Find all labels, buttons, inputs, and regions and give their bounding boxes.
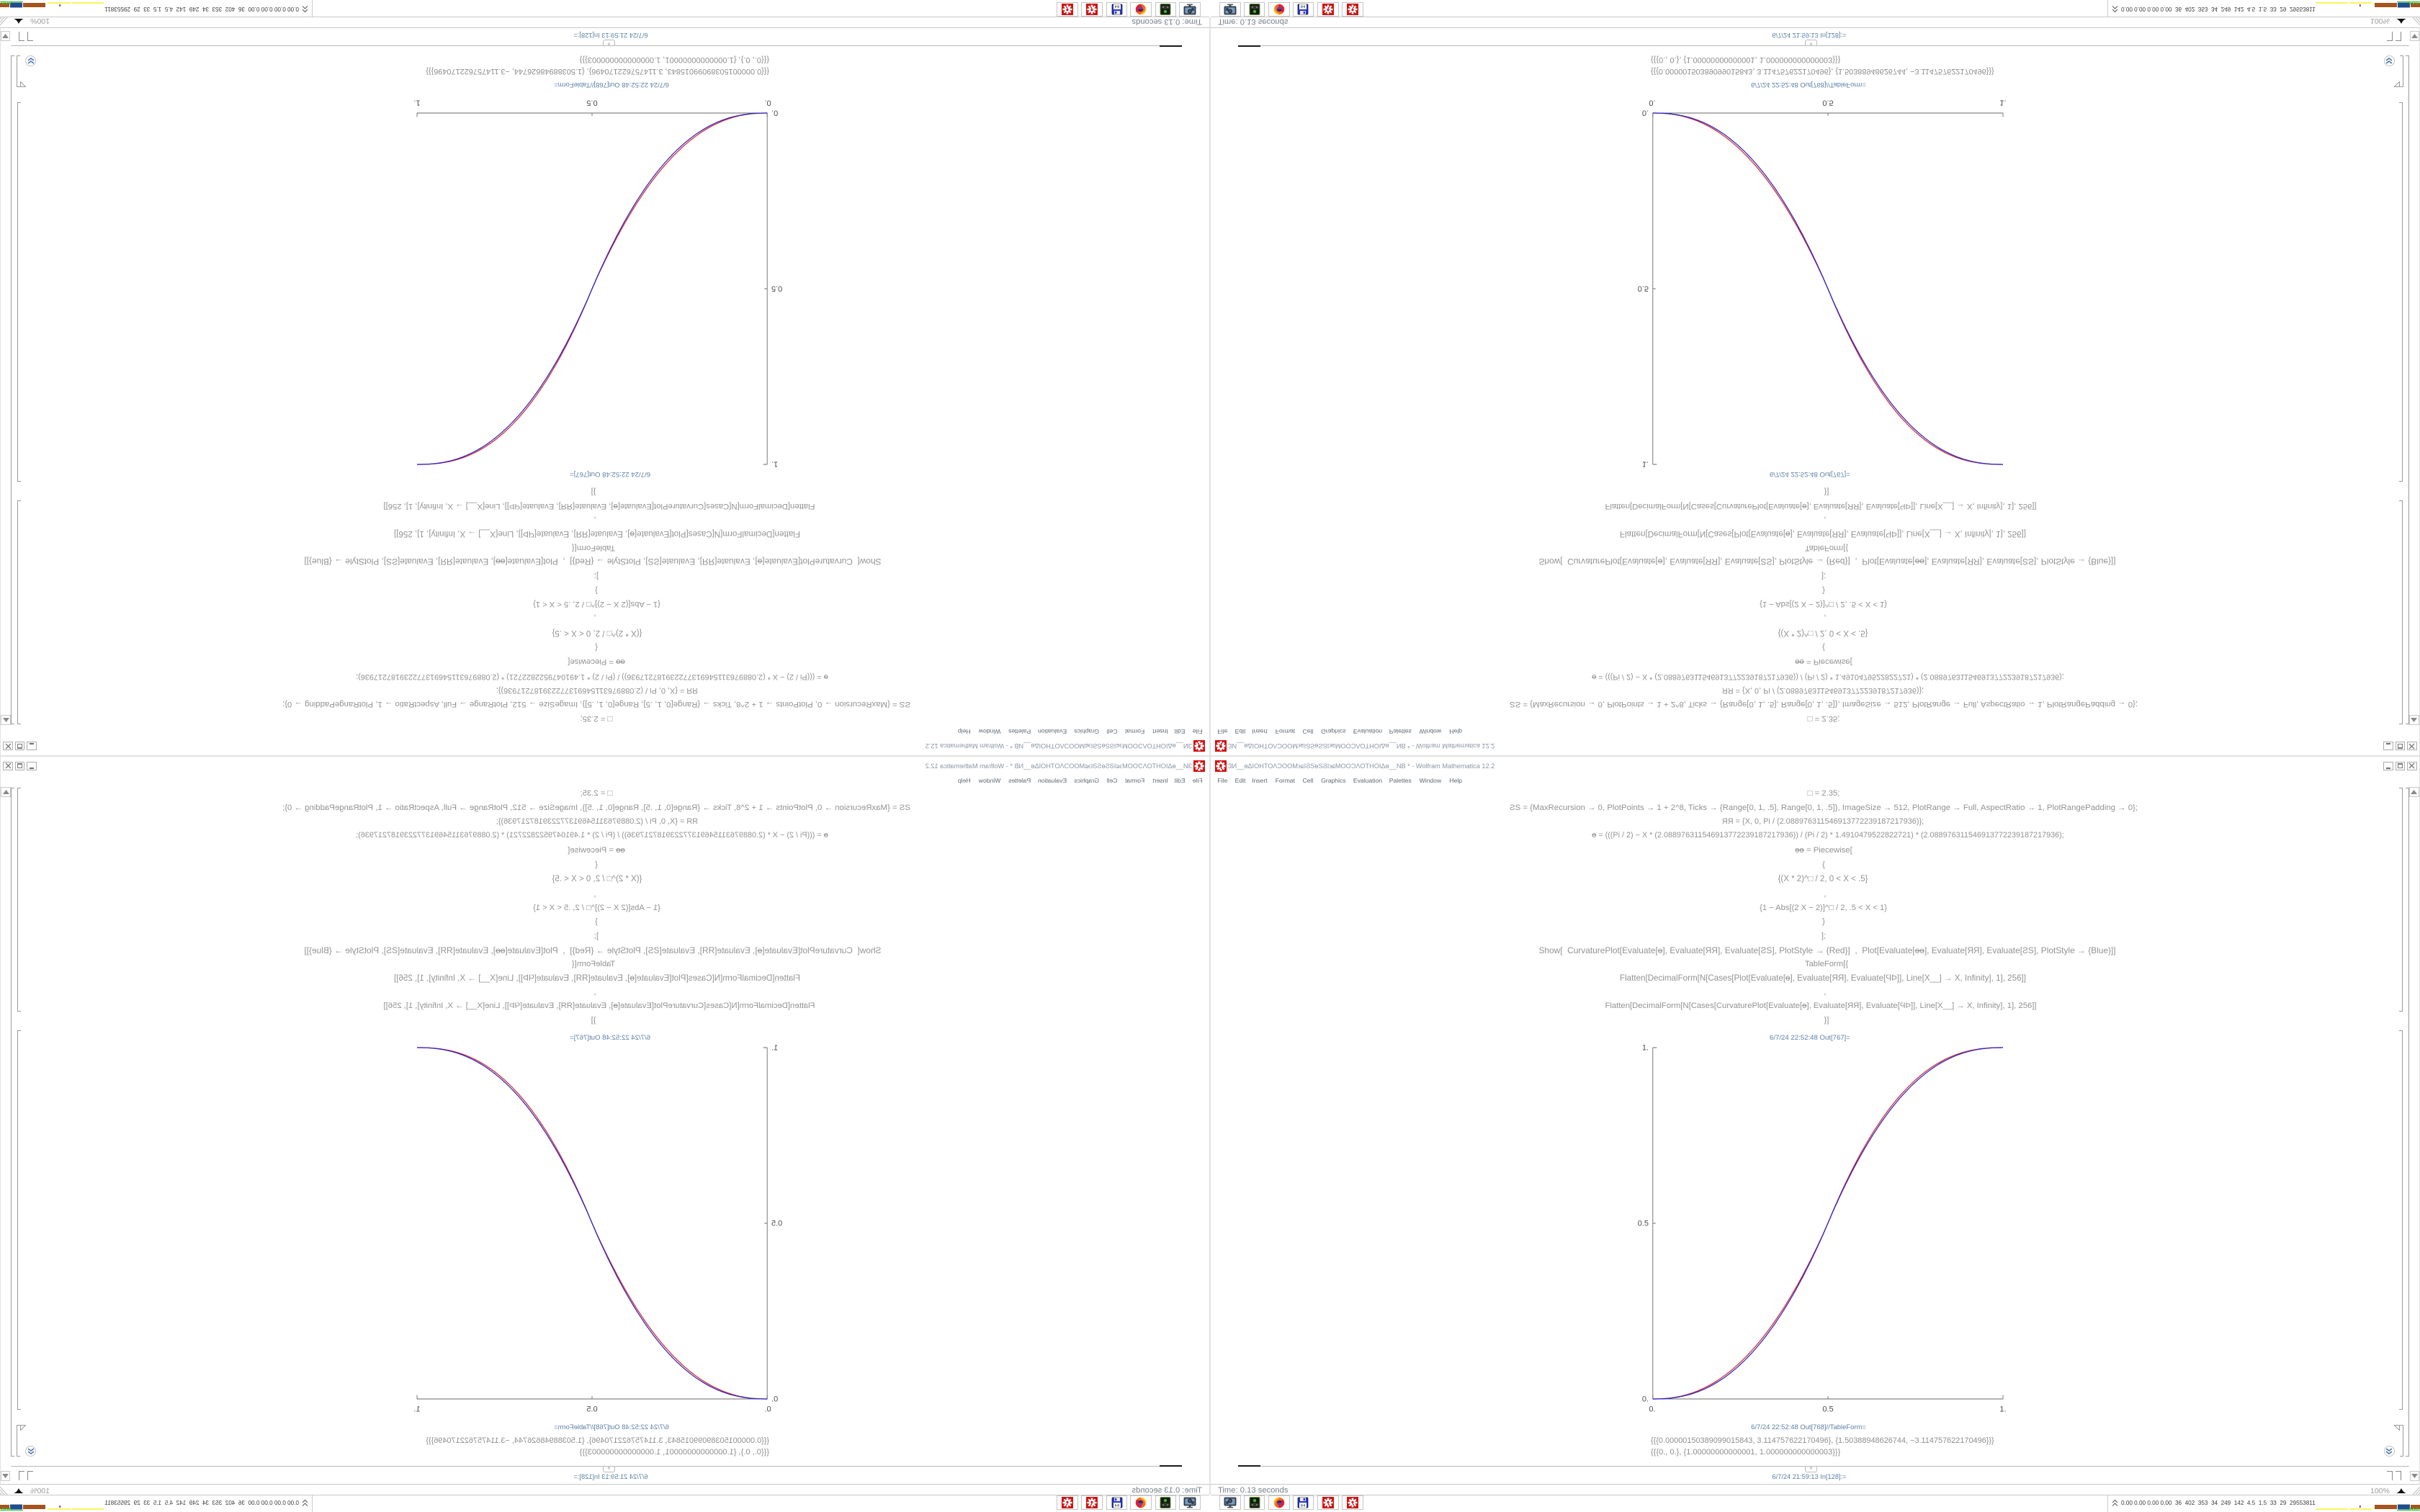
svg-text:1.: 1.	[413, 99, 420, 107]
svg-text:0.: 0.	[771, 109, 778, 117]
svg-text:1.: 1.	[1642, 1044, 1649, 1053]
svg-text:64: 64	[1114, 1503, 1119, 1508]
svg-text:0.: 0.	[764, 99, 771, 107]
svg-text:64: 64	[1301, 1503, 1306, 1508]
svg-text:0.5: 0.5	[586, 99, 597, 107]
svg-text:0.: 0.	[1649, 1405, 1655, 1414]
svg-text:1.: 1.	[1999, 99, 2006, 107]
svg-text:0.5: 0.5	[771, 1220, 782, 1228]
svg-text:64: 64	[1301, 4, 1306, 9]
svg-text:0.5: 0.5	[1822, 99, 1833, 107]
svg-text:1.: 1.	[413, 1405, 420, 1414]
svg-text:0.: 0.	[1642, 1395, 1649, 1404]
svg-text:0.: 0.	[1649, 99, 1655, 107]
svg-text:1.: 1.	[1642, 460, 1649, 469]
svg-text:1.: 1.	[1999, 1405, 2006, 1414]
svg-text:0.5: 0.5	[1638, 1220, 1649, 1228]
svg-text:0.: 0.	[764, 1405, 771, 1414]
svg-text:1.: 1.	[771, 1044, 778, 1053]
svg-text:64: 64	[1114, 4, 1119, 9]
svg-text:0.5: 0.5	[1822, 1405, 1833, 1414]
svg-text:1.: 1.	[771, 460, 778, 469]
svg-text:0.: 0.	[771, 1395, 778, 1404]
svg-text:0.5: 0.5	[586, 1405, 597, 1414]
svg-text:0.: 0.	[1642, 109, 1649, 117]
svg-text:0.5: 0.5	[771, 284, 782, 293]
svg-text:0.5: 0.5	[1638, 284, 1649, 293]
